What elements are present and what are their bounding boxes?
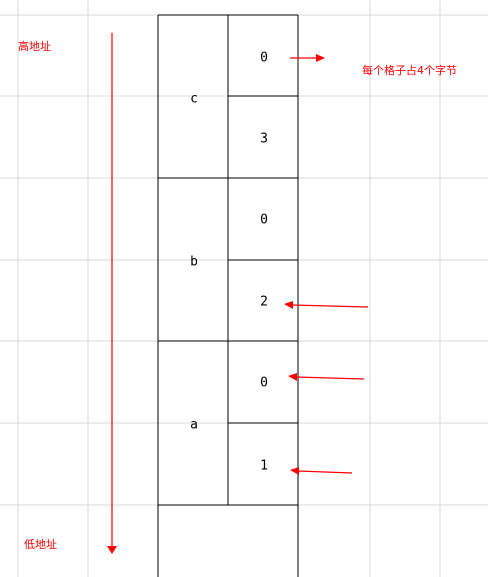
memory-cell-a-1: 1 [260, 459, 268, 474]
memory-cell-c-0: 0 [260, 51, 268, 66]
memory-table [158, 15, 298, 577]
memory-cell-b-0: 0 [260, 213, 268, 228]
note-arrow [290, 54, 325, 62]
memory-cell-c-1: 3 [260, 132, 268, 147]
variable-label-c: c [190, 92, 198, 107]
cell-size-note: 每个格子占4个字节 [362, 62, 457, 78]
memory-cell-b-1: 2 [260, 295, 268, 310]
memory-cell-a-0: 0 [260, 376, 268, 391]
variable-label-b: b [190, 255, 198, 270]
pointer-arrow-a-0 [288, 373, 364, 381]
low-address-label: 低地址 [24, 536, 57, 552]
address-direction-arrow [107, 33, 117, 554]
high-address-label: 高地址 [18, 38, 51, 54]
variable-label-a: a [190, 418, 198, 433]
pointer-arrow-a-1 [290, 467, 352, 475]
pointer-arrow-b-2 [284, 301, 368, 309]
